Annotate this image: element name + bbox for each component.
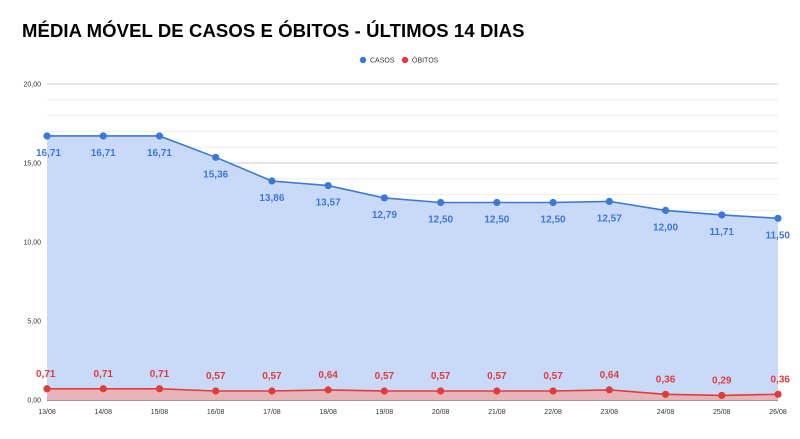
point-óbitos [718,391,726,400]
data-label-casos: 11,50 [766,230,791,241]
chart-title: MÉDIA MÓVEL DE CASOS E ÓBITOS - ÚLTIMOS … [22,20,525,41]
point-casos [718,211,726,219]
point-casos [268,177,276,185]
x-axis: 13/08 14/08 15/08 16/08 17/08 18/08 19/08 20/08… [38,409,787,416]
point-casos [493,198,501,207]
x-tick-label: 14/08 [94,409,112,416]
data-label-óbitos: 0,71 [150,369,170,380]
data-label-casos: 12,00 [653,222,678,233]
data-label-óbitos: 0,36 [656,374,676,385]
point-óbitos [774,390,782,398]
x-tick-label: 26/08 [769,409,787,416]
point-casos [605,197,613,205]
data-label-casos: 12,79 [372,210,397,221]
point-casos [212,153,220,161]
data-label-óbitos: 0,29 [712,375,732,386]
point-casos [661,206,670,214]
data-label-óbitos: 0,57 [543,371,563,382]
data-label-casos: 12,50 [541,215,566,226]
point-casos [324,181,332,190]
y-tick-label: 20,00 [23,82,41,89]
legend: CASOS ÓBITOS [359,56,439,65]
point-casos [437,198,445,207]
legend-marker-óbitos [401,56,409,64]
line-óbitos [47,387,779,397]
series-areas [47,135,778,400]
point-casos [155,132,164,140]
y-tick-label: 10,00 [23,240,41,247]
legend-marker-casos [359,56,367,64]
data-label-casos: 13,57 [316,198,341,209]
point-óbitos [437,387,445,395]
line-casos [47,135,779,220]
point-óbitos [324,386,332,394]
data-points [43,132,782,400]
x-tick-label: 24/08 [657,409,675,416]
x-tick-label: 19/08 [376,409,394,416]
point-casos [380,194,388,202]
data-label-óbitos: 0,64 [318,370,338,381]
point-óbitos [380,387,388,395]
data-label-óbitos: 0,71 [93,369,113,380]
data-label-casos: 16,71 [147,148,172,159]
data-label-casos: 12,57 [597,213,622,224]
point-óbitos [99,385,107,393]
y-tick-label: 15,00 [23,161,41,168]
area-casos [47,135,778,400]
point-óbitos [43,385,51,393]
data-label-casos: 11,71 [710,227,735,238]
data-label-casos: 16,71 [36,148,61,159]
x-tick-label: 23/08 [601,409,619,416]
x-tick-label: 20/08 [432,409,450,416]
data-labels: 16,71 16,71 16,71 15,36 13,86 13,57 12,79 12,50… [36,148,790,386]
point-óbitos [493,387,501,395]
point-óbitos [212,387,220,395]
data-label-óbitos: 0,57 [487,371,507,382]
data-label-casos: 15,36 [203,169,228,180]
point-casos [43,132,51,140]
point-óbitos [268,387,276,395]
point-óbitos [605,386,613,394]
series-lines [47,135,779,397]
data-label-casos: 13,86 [259,193,284,204]
data-label-óbitos: 0,57 [375,371,395,382]
x-tick-label: 21/08 [488,409,506,416]
data-label-casos: 16,71 [91,148,116,159]
y-tick-label: 5,00 [27,319,41,326]
point-casos [774,214,782,222]
data-label-óbitos: 0,64 [600,370,620,381]
x-tick-label: 16/08 [207,409,225,416]
point-casos [99,132,107,140]
y-axis: 0,00 5,00 10,00 15,00 20,00 [23,82,41,405]
legend-label-casos: CASOS [370,58,395,65]
data-label-óbitos: 0,71 [36,369,56,380]
point-óbitos [549,387,557,395]
data-label-óbitos: 0,57 [431,371,451,382]
legend-label-óbitos: ÓBITOS [412,56,439,65]
data-label-casos: 12,50 [428,215,453,226]
data-label-óbitos: 0,57 [262,371,282,382]
data-label-óbitos: 0,57 [206,371,226,382]
point-óbitos [155,385,164,393]
data-label-óbitos: 0,36 [771,374,791,385]
x-tick-label: 22/08 [544,409,562,416]
x-tick-label: 17/08 [263,409,281,416]
y-tick-label: 0,00 [27,398,41,405]
point-casos [549,198,557,207]
x-tick-label: 18/08 [319,409,337,416]
point-óbitos [661,390,670,398]
data-label-casos: 12,50 [484,215,509,226]
x-tick-label: 13/08 [38,409,56,416]
x-tick-label: 15/08 [151,409,169,416]
x-tick-label: 25/08 [713,409,731,416]
